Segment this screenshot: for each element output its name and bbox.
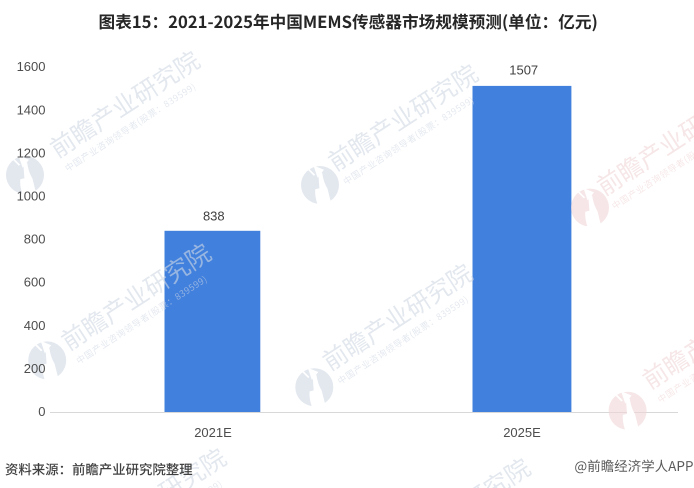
svg-text:1600: 1600: [17, 59, 46, 74]
svg-text:800: 800: [24, 232, 46, 247]
svg-text:2021E: 2021E: [194, 425, 232, 440]
svg-text:1400: 1400: [17, 102, 46, 117]
svg-text:400: 400: [24, 318, 46, 333]
svg-text:1200: 1200: [17, 145, 46, 160]
svg-text:0: 0: [38, 404, 45, 419]
svg-text:2025E: 2025E: [503, 425, 541, 440]
svg-text:600: 600: [24, 275, 46, 290]
svg-text:1000: 1000: [17, 189, 46, 204]
svg-text:1507: 1507: [509, 63, 538, 78]
svg-text:838: 838: [203, 209, 225, 224]
svg-text:200: 200: [24, 361, 46, 376]
